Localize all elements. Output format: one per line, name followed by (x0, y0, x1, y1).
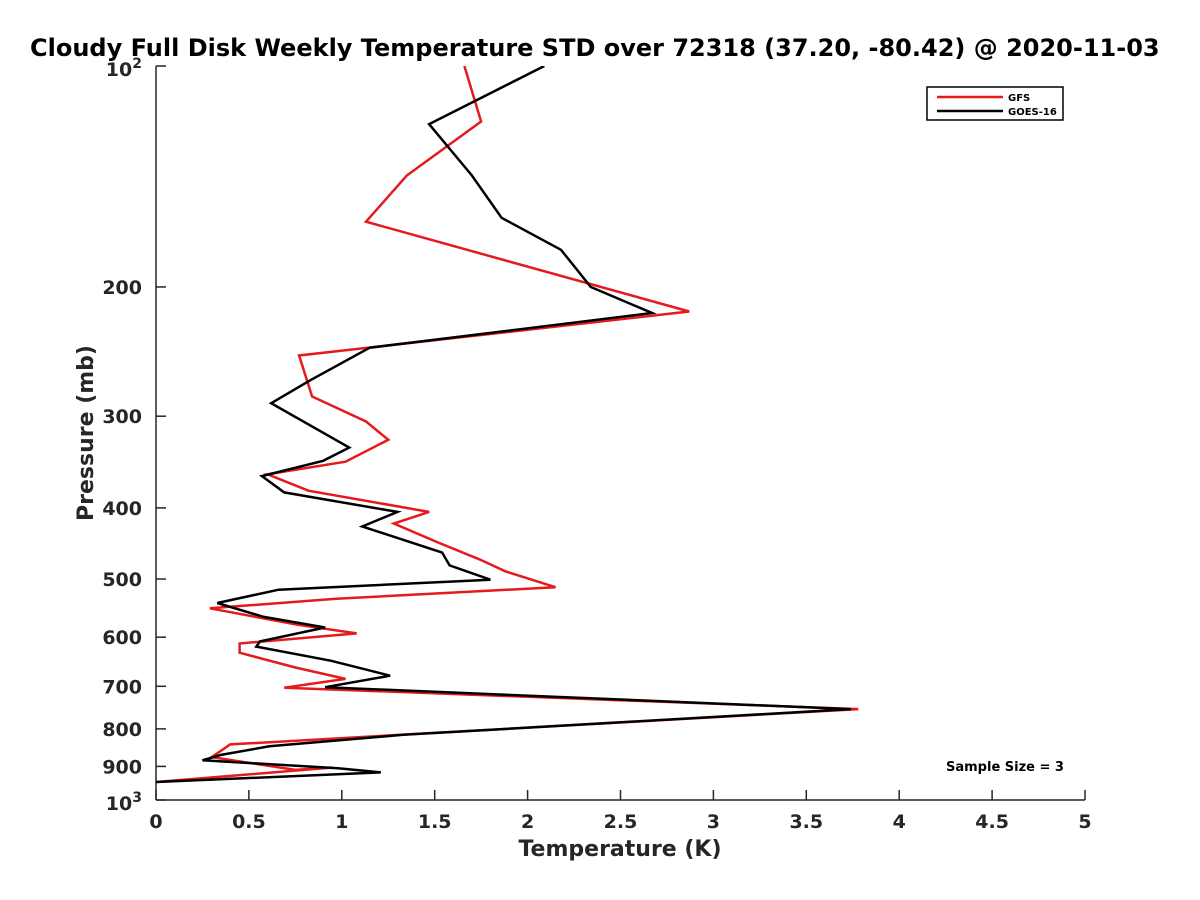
y-tick-label: 600 (102, 627, 142, 649)
x-tick-label: 3 (707, 811, 720, 833)
plot-area: 0 0.5 1 1.5 2 2.5 3 3.5 4 4.5 5 200 300 400 500 600 700 8… (102, 56, 1091, 833)
y-tick-label: 500 (102, 569, 142, 591)
x-tick-label: 3.5 (789, 811, 823, 833)
y-tick-label: 400 (102, 498, 142, 520)
x-tick-label: 1 (335, 811, 348, 833)
legend-box (926, 86, 1064, 121)
chart-legend: GFS GOES-16 (926, 86, 1064, 121)
chart-title: Cloudy Full Disk Weekly Temperature STD … (30, 34, 1160, 62)
y-tick-label: 900 (102, 756, 142, 778)
x-tick-label: 4.5 (975, 811, 1009, 833)
y-limit-label-bottom: 103 (106, 790, 142, 815)
y-tick-label: 700 (102, 676, 142, 698)
x-tick-label: 2.5 (604, 811, 638, 833)
y-tick-label: 800 (102, 719, 142, 741)
x-tick-label: 0 (149, 811, 162, 833)
y-limit-label-top: 102 (106, 56, 142, 81)
x-tick-label: 4 (893, 811, 906, 833)
x-tick-label: 1.5 (418, 811, 452, 833)
x-axis-label: Temperature (K) (518, 837, 721, 862)
y-tick-label: 300 (102, 406, 142, 428)
x-tick-label: 5 (1078, 811, 1091, 833)
x-tick-label: 2 (521, 811, 534, 833)
y-tick-label: 200 (102, 277, 142, 299)
x-tick-label: 0.5 (232, 811, 266, 833)
sample-size-annotation: Sample Size = 3 (946, 760, 1064, 775)
legend-label: GOES-16 (1008, 107, 1057, 118)
legend-label: GFS (1008, 93, 1030, 104)
y-axis-label: Pressure (mb) (74, 345, 99, 521)
series-line-goes-16 (155, 66, 851, 784)
